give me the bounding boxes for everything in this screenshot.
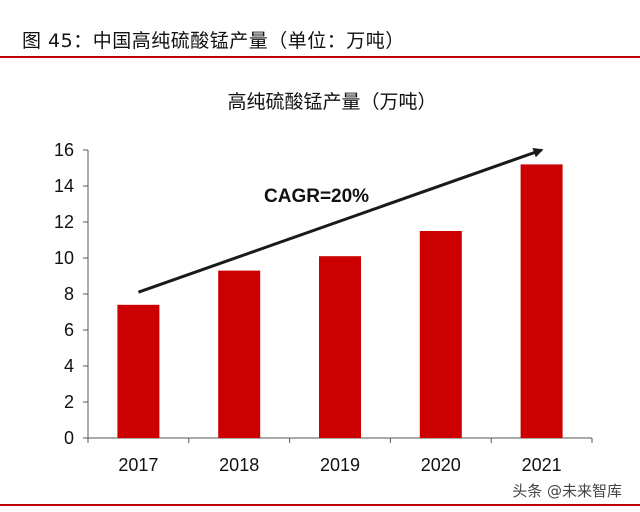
- y-tick-label: 2: [64, 392, 74, 412]
- x-tick-label: 2017: [118, 455, 158, 475]
- y-tick-label: 8: [64, 284, 74, 304]
- bar-2017: [117, 304, 160, 438]
- y-tick-label: 6: [64, 320, 74, 340]
- x-tick-label: 2020: [421, 455, 461, 475]
- chart-title: 高纯硫酸锰产量（万吨）: [227, 91, 436, 113]
- watermark: 头条 @未来智库: [510, 480, 624, 501]
- figure-label: 图 45：中国高纯硫酸锰产量（单位：万吨）: [22, 30, 405, 52]
- cagr-annotation: CAGR=20%: [264, 186, 369, 207]
- x-tick-label: 2019: [320, 455, 360, 475]
- figure-header: 图 45：中国高纯硫酸锰产量（单位：万吨）: [0, 0, 640, 58]
- bar-2020: [419, 231, 462, 438]
- bar-2018: [218, 270, 261, 438]
- y-tick-label: 16: [54, 140, 74, 160]
- plot-area: 0 2 4 6 8 10 12 14 16 2017 2018 2019 2020 2021 CAGR=20…: [54, 140, 593, 475]
- x-tick-label: 2018: [219, 455, 259, 475]
- y-tick-label: 0: [64, 428, 74, 448]
- y-tick-label: 4: [64, 356, 74, 376]
- cagr-arrow: [137, 147, 544, 294]
- bar-2019: [319, 256, 361, 438]
- y-tick-label: 10: [54, 248, 74, 268]
- bottom-rule: [0, 504, 640, 506]
- y-tick-label: 12: [54, 212, 74, 232]
- y-tick-label: 14: [54, 176, 74, 196]
- bar-2021: [520, 164, 563, 438]
- x-tick-label: 2021: [522, 455, 562, 475]
